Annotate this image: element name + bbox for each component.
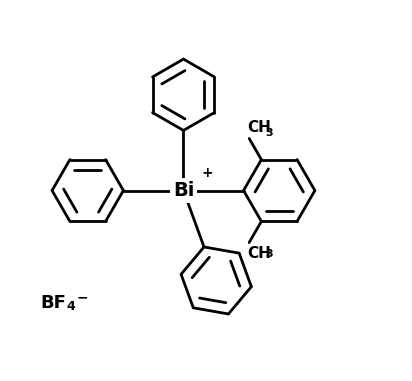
Text: CH: CH xyxy=(247,246,271,261)
Text: 3: 3 xyxy=(265,248,273,259)
Text: +: + xyxy=(201,166,213,180)
Text: BF: BF xyxy=(41,294,67,312)
Text: −: − xyxy=(77,290,89,304)
Text: 3: 3 xyxy=(265,128,273,138)
Text: CH: CH xyxy=(247,120,271,136)
Text: 4: 4 xyxy=(66,299,75,313)
Text: Bi: Bi xyxy=(173,181,194,200)
